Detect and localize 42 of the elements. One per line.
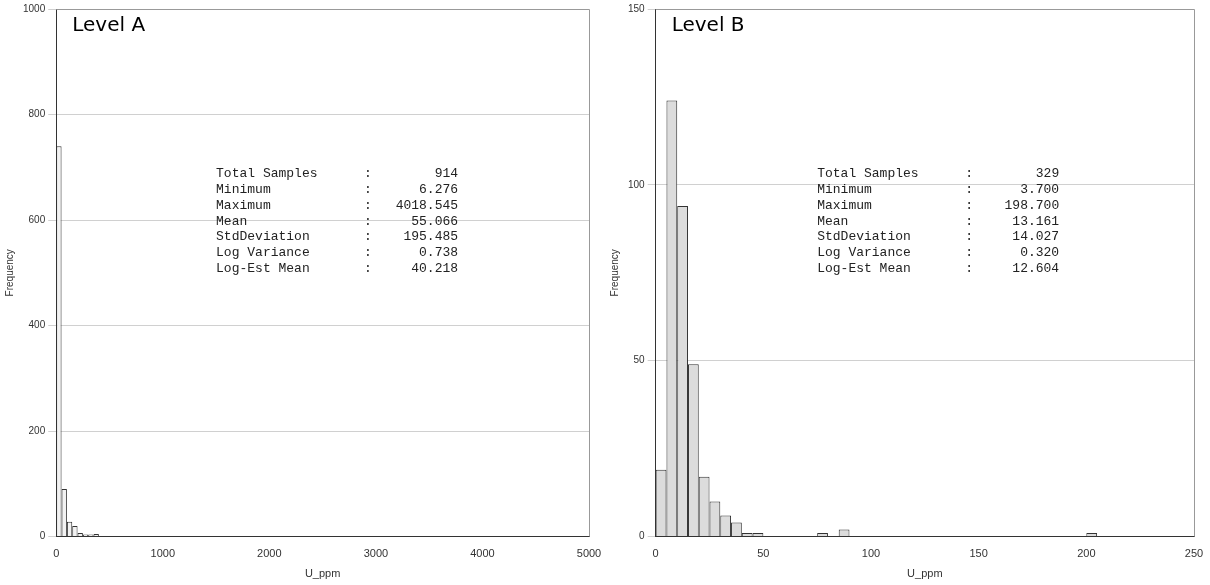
y-tick-label: 0 <box>39 530 46 542</box>
text: StdDeviation : 14.027 <box>817 229 1060 245</box>
x-axis-title: U_ppm <box>907 567 943 580</box>
y-tick-label: 400 <box>28 319 46 331</box>
y-tick-label: 150 <box>628 2 646 14</box>
text: Total Samples : 329 <box>817 166 1060 182</box>
text: StdDeviation : 195.485 <box>216 229 459 245</box>
y-tick-label: 200 <box>28 424 46 436</box>
text: Maximum : 198.700 <box>817 197 1060 213</box>
y-tick-label: 100 <box>628 178 646 190</box>
text: Minimum : 3.700 <box>817 182 1060 198</box>
x-tick-label: 5000 <box>576 547 602 560</box>
chart-title: Level B <box>671 12 745 37</box>
text: Maximum : 4018.545 <box>216 197 459 213</box>
x-axis-title: U_ppm <box>304 567 341 580</box>
text: Log Variance : 0.738 <box>216 245 459 261</box>
y-tick-label: 1000 <box>23 2 46 14</box>
x-tick-label: 50 <box>757 547 770 560</box>
y-axis-title: Frequency <box>3 249 15 297</box>
text: Total Samples : 914 <box>216 166 459 182</box>
y-tick-label: 600 <box>28 213 46 225</box>
y-axis-title: Frequency <box>608 249 620 297</box>
y-tick-label: 0 <box>639 530 646 542</box>
text: Minimum : 6.276 <box>216 182 459 198</box>
x-tick-label: 4000 <box>470 547 495 560</box>
y-tick-label: 800 <box>28 108 46 120</box>
y-tick-label: 50 <box>633 354 646 366</box>
text: Log-Est Mean : 12.604 <box>817 261 1060 277</box>
x-tick-label: 250 <box>1184 547 1204 560</box>
text: Mean : 55.066 <box>216 213 459 229</box>
x-tick-label: 3000 <box>363 547 389 560</box>
x-tick-label: 100 <box>861 547 881 560</box>
text: Mean : 13.161 <box>817 213 1060 229</box>
text: Log-Est Mean : 40.218 <box>216 261 459 277</box>
chart-title: Level A <box>72 12 146 37</box>
x-tick-label: 0 <box>53 547 60 560</box>
x-tick-label: 2000 <box>257 547 282 560</box>
x-tick-label: 200 <box>1077 547 1096 560</box>
text: Log Variance : 0.320 <box>817 245 1060 261</box>
x-tick-label: 150 <box>969 547 988 560</box>
x-tick-label: 1000 <box>150 547 176 560</box>
x-tick-label: 0 <box>652 547 659 560</box>
